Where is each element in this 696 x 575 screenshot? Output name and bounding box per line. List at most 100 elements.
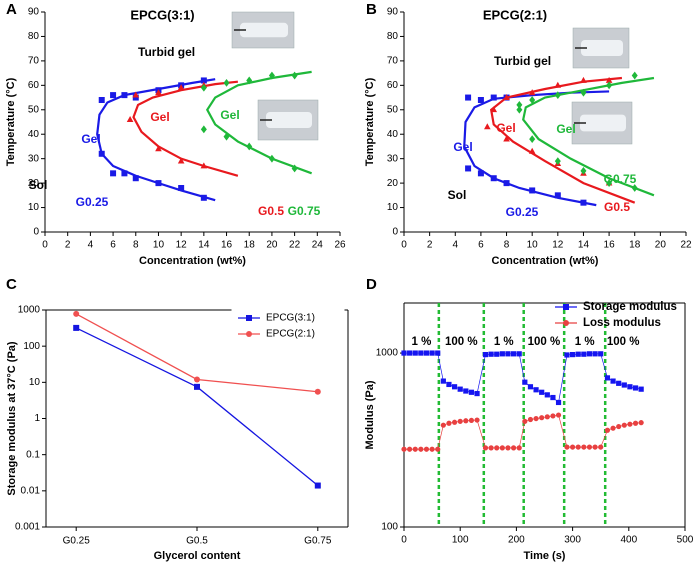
data-point [522,379,528,385]
strain-label: 100 % [445,336,478,348]
data-point [610,425,616,431]
data-point [592,444,598,450]
data-point [246,76,253,85]
data-point [465,94,472,101]
y-axis-label: Storage modulus at 37°C (Pa) [6,341,18,495]
x-tick-label: 400 [620,535,637,546]
data-point [529,135,536,144]
data-point [570,351,576,358]
y-tick-label: 10 [29,377,41,388]
data-point [178,185,185,191]
data-point [488,445,494,451]
data-point [110,170,117,177]
data-point [435,446,441,452]
annotation: Sol [448,188,467,202]
data-point [407,446,413,452]
data-point [126,115,134,122]
data-point [155,89,162,96]
data-point [423,350,430,356]
data-point [155,180,162,187]
data-point [606,179,613,188]
data-point [194,383,200,390]
data-point [505,351,511,357]
data-point [177,84,185,91]
x-tick-label: 18 [244,240,256,251]
data-point [632,385,639,391]
data-point [465,165,472,172]
data-point [533,415,539,422]
x-tick-label: 0 [42,240,48,251]
legend-marker [563,320,569,326]
fit-curve [132,80,239,177]
x-tick-label: 6 [110,240,116,251]
data-point [314,482,321,489]
data-point [631,184,638,192]
data-point [555,399,562,406]
y-tick-label: 10 [387,202,399,213]
data-point [580,166,587,175]
x-tick-label: 20 [655,240,667,251]
data-point [418,446,424,452]
y-tick-label: 100 [381,522,398,533]
curve-label: G0.25 [76,195,109,209]
legend-marker [246,331,252,337]
data-point [610,378,616,384]
data-point [516,105,523,114]
x-tick-label: 20 [266,240,278,251]
data-point [580,88,587,97]
fit-curve [463,90,610,207]
data-point [451,384,458,390]
x-tick-label: G0.75 [304,536,332,547]
data-point [407,350,413,356]
data-point [494,445,500,451]
y-tick-label: 70 [387,56,399,67]
data-point [291,164,298,173]
data-point [474,417,480,423]
data-point [121,92,128,99]
data-point [580,199,587,206]
legend-marker [246,315,252,321]
data-point [194,376,200,383]
annotation: Sol [29,178,48,192]
data-point [522,418,528,424]
x-tick-label: 14 [198,240,210,251]
data-point [132,175,139,182]
data-point [632,420,639,426]
annotation: Gel [496,121,515,135]
y-tick-label: 0.1 [26,449,40,460]
x-tick-label: 22 [680,240,692,251]
y-tick-label: 80 [387,31,399,42]
curve-label: G0.5 [258,204,284,218]
curve-label: G0.75 [288,204,321,218]
y-axis-label: Modulus (Pa) [364,380,376,449]
data-point [446,420,452,426]
data-point [468,389,475,395]
y-tick-label: 0 [392,227,398,238]
x-axis-label: Time (s) [524,550,566,562]
data-point [499,445,505,451]
data-point [581,444,587,450]
legend-label: EPCG(2:1) [266,329,315,340]
y-tick-label: 0.01 [21,485,41,496]
curve-label: G0.5 [604,200,630,214]
y-tick-label: 80 [28,31,40,42]
data-point [592,351,598,357]
x-tick-label: 16 [221,240,233,251]
data-point [429,446,435,452]
data-point [110,92,117,99]
fit-curve [522,76,655,197]
data-point [484,123,491,130]
x-tick-label: 2 [427,240,433,251]
x-tick-label: 24 [312,240,324,251]
data-point [564,444,570,450]
data-point [200,125,207,134]
data-point [440,378,446,384]
annotation: Gel [220,108,239,122]
y-tick-label: 0 [33,227,39,238]
strain-label: 1 % [575,336,595,348]
data-point [268,71,275,80]
y-tick-label: 10 [28,202,40,213]
y-axis-label: Temperature (°C) [364,77,376,166]
panel-label: A [6,1,17,18]
data-point [503,135,510,142]
